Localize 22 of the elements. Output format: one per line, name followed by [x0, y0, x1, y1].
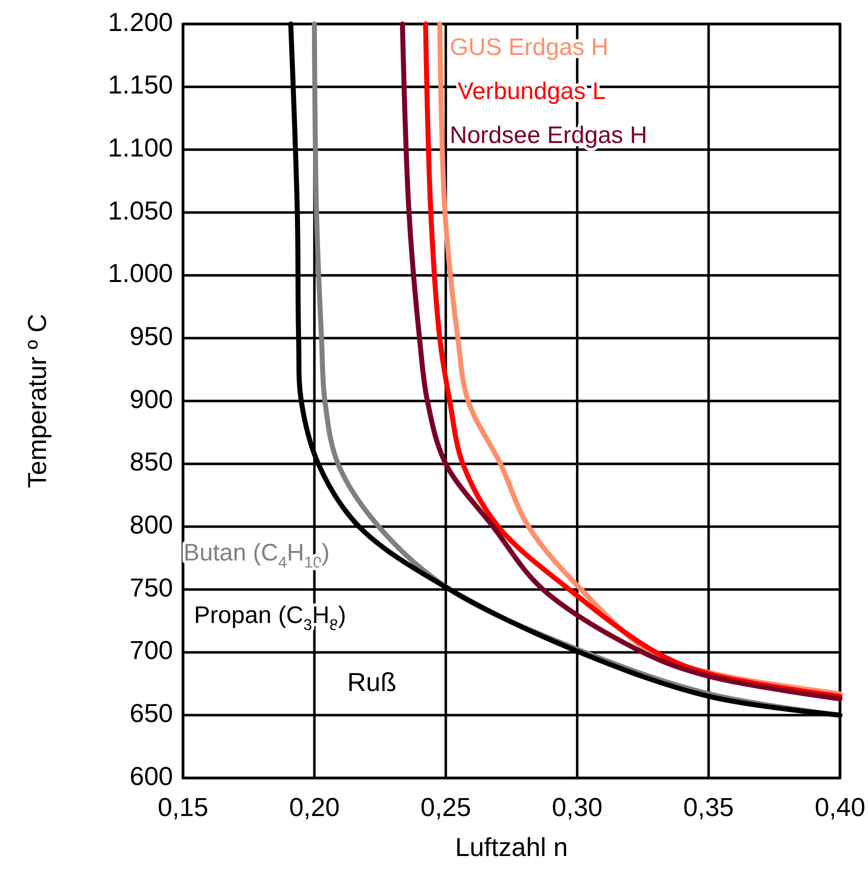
y-tick-label: 950 [130, 321, 173, 352]
x-tick-label: 0,40 [814, 792, 866, 822]
y-tick-label: 1.050 [108, 195, 173, 226]
y-tick-label: 800 [130, 510, 173, 540]
x-tick-label: 0,15 [158, 792, 208, 822]
y-tick-label: 650 [130, 698, 173, 728]
y-tick-label: 850 [130, 446, 173, 477]
y-tick-label: 900 [130, 384, 173, 414]
y-tick-label: 1.150 [108, 70, 173, 100]
y-tick-label: 1.200 [108, 6, 173, 37]
annotation: Ruß [347, 666, 396, 697]
x-tick-label: 0,20 [289, 792, 340, 822]
y-tick-label: 750 [130, 572, 173, 602]
y-axis-title: Temperatur º C [22, 314, 52, 488]
x-tick-label: 0,25 [420, 792, 472, 822]
x-tick-label: 0,35 [683, 792, 734, 822]
y-tick-label: 600 [130, 760, 173, 791]
y-tick-label: 700 [130, 635, 173, 666]
x-axis-title: Luftzahl n [455, 832, 568, 862]
y-tick-label: 1.000 [108, 258, 173, 288]
x-tick-label: 0,30 [552, 792, 603, 822]
y-tick-label: 1.100 [108, 132, 173, 163]
